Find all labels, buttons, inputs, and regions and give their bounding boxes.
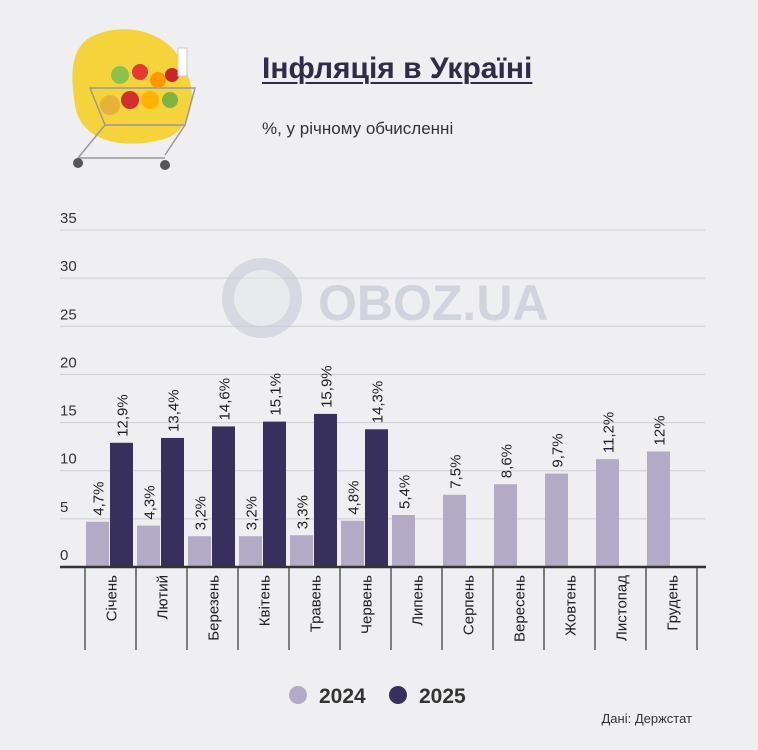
data-label: 15,1% (268, 373, 285, 416)
bar-2024 (239, 536, 262, 567)
y-tick-label: 15 (60, 403, 77, 420)
page-title: Інфляція в Україні (262, 52, 533, 85)
legend-label: 2024 (319, 685, 366, 708)
x-tick-label: Лютий (155, 575, 172, 619)
y-tick-label: 25 (60, 306, 77, 323)
data-label: 4,8% (346, 481, 363, 515)
bar-2024 (290, 535, 313, 567)
data-label: 11,2% (601, 412, 618, 453)
data-label: 4,3% (142, 485, 159, 519)
data-label: 13,4% (166, 389, 183, 432)
y-tick-label: 5 (60, 499, 68, 516)
page-subtitle: %, у річному обчисленні (262, 119, 454, 138)
data-label: 15,9% (319, 365, 336, 408)
source-note: Дані: Держстат (601, 711, 693, 726)
data-label: 4,7% (91, 482, 108, 516)
data-label: 5,4% (397, 475, 414, 509)
legend-marker-2024 (289, 686, 307, 704)
bar-2025 (161, 437, 184, 567)
data-label: 12% (652, 415, 669, 445)
y-tick-label: 30 (60, 258, 77, 275)
data-label: 3,3% (295, 495, 312, 529)
y-tick-label: 0 (60, 547, 68, 564)
bar-2024 (341, 520, 364, 567)
bar-2024 (443, 494, 466, 567)
bar-2024 (545, 473, 568, 567)
bar-2024 (596, 459, 619, 567)
bar-2025 (212, 426, 235, 567)
y-tick-label: 20 (60, 354, 77, 371)
x-tick-label: Вересень (512, 575, 529, 642)
data-label: 12,9% (115, 394, 132, 437)
x-tick-label: Липень (410, 575, 427, 626)
bar-2024 (86, 521, 109, 567)
bar-2024 (494, 484, 517, 567)
x-tick-label: Червень (359, 575, 376, 634)
x-tick-label: Серпень (461, 575, 478, 635)
bar-2024 (137, 525, 160, 567)
x-tick-label: Січень (104, 575, 121, 622)
bar-2024 (647, 451, 670, 567)
bar-2025 (314, 413, 337, 567)
x-tick-label: Жовтень (563, 575, 580, 636)
x-tick-label: Листопад (614, 575, 631, 641)
x-tick-label: Квітень (257, 575, 274, 626)
x-tick-label: Травень (308, 575, 325, 632)
data-label: 3,2% (193, 496, 210, 530)
data-label: 14,3% (370, 381, 387, 424)
bar-2025 (110, 442, 133, 567)
data-label: 9,7% (550, 433, 567, 467)
watermark: OBOZ.UA (222, 258, 549, 338)
data-label: 3,2% (244, 496, 261, 530)
data-label: 8,6% (499, 444, 516, 478)
bar-2025 (365, 429, 388, 567)
x-tick-label: Березень (206, 575, 223, 641)
y-tick-label: 35 (60, 210, 77, 227)
shopping-cart-illustration (72, 29, 196, 170)
y-tick-label: 10 (60, 451, 77, 468)
bar-2025 (263, 421, 286, 567)
legend-label: 2025 (419, 685, 466, 708)
watermark-text: OBOZ.UA (318, 275, 549, 331)
bar-2024 (188, 536, 211, 567)
bar-2024 (392, 515, 415, 567)
data-label: 7,5% (448, 455, 465, 489)
legend-marker-2025 (389, 686, 407, 704)
data-label: 14,6% (217, 378, 234, 421)
x-tick-label: Грудень (665, 575, 682, 631)
